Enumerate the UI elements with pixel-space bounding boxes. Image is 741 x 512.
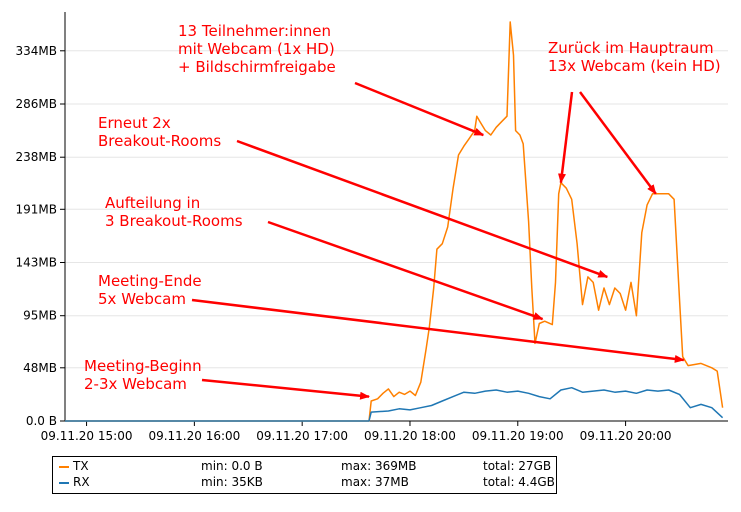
x-tick-label: 09.11.20 19:00 [472, 429, 564, 443]
y-tick-label: 0.0 B [26, 414, 57, 428]
legend-rx-min: min: 35KB [201, 475, 263, 489]
y-tick-label: 191MB [16, 202, 58, 216]
annotation-arrow [558, 91, 574, 184]
legend-rx-max: max: 37MB [341, 475, 409, 489]
y-tick-label: 286MB [16, 97, 58, 111]
annotation-arrow [354, 81, 485, 137]
annotation-text: 5x Webcam [98, 290, 186, 308]
annotation-text: 13x Webcam (kein HD) [548, 57, 721, 75]
series-line-rx [65, 386, 724, 422]
legend-rx-name: RX [73, 475, 90, 489]
x-tick-label: 09.11.20 18:00 [364, 429, 456, 443]
annotation-arrow [201, 378, 371, 400]
legend-rx-total: total: 4.4GB [483, 475, 555, 489]
annotation-text: + Bildschirmfreigabe [178, 58, 336, 76]
annotation-text: 2-3x Webcam [84, 375, 187, 393]
y-tick-label: 48MB [23, 361, 57, 375]
series-line-tx [65, 21, 724, 422]
legend: TX min: 0.0 B max: 369MB total: 27GB RX … [52, 456, 557, 494]
x-tick-label: 09.11.20 15:00 [41, 429, 133, 443]
annotation-arrow [191, 298, 685, 363]
annotation-text: Aufteilung in [105, 194, 200, 212]
y-gridlines [65, 50, 728, 369]
annotation-text: Meeting-Ende [98, 272, 202, 290]
annotation-arrow [578, 91, 657, 195]
legend-tx-total: total: 27GB [483, 459, 552, 473]
annotation-arrow [267, 220, 544, 321]
legend-row-rx: RX min: 35KB max: 37MB total: 4.4GB [53, 475, 556, 491]
rx-swatch [59, 481, 69, 484]
legend-row-tx: TX min: 0.0 B max: 369MB total: 27GB [53, 459, 556, 475]
series-lines [65, 21, 724, 422]
y-tick-label: 143MB [16, 255, 58, 269]
annotation-text: Erneut 2x [98, 114, 171, 132]
annotation: Aufteilung in3 Breakout-Rooms [105, 194, 544, 321]
annotation-text: Breakout-Rooms [98, 132, 221, 150]
x-tick-label: 09.11.20 16:00 [148, 429, 240, 443]
annotation-text: 3 Breakout-Rooms [105, 212, 243, 230]
annotation-arrow [236, 139, 609, 279]
y-tick-label: 334MB [16, 44, 58, 58]
x-tick-label: 09.11.20 20:00 [580, 429, 672, 443]
y-tick-label: 95MB [23, 309, 57, 323]
legend-tx-min: min: 0.0 B [201, 459, 263, 473]
y-tick-labels: 0.0 B 48MB 95MB 143MB 191MB 238MB 286MB 334MB [16, 44, 58, 428]
annotation-text: Meeting-Beginn [84, 357, 202, 375]
x-tick-label: 09.11.20 17:00 [256, 429, 348, 443]
annotation-text: Zurück im Hauptraum [548, 39, 714, 57]
annotation-text: mit Webcam (1x HD) [178, 40, 335, 58]
y-tick-label: 238MB [16, 150, 58, 164]
tx-swatch [59, 465, 69, 468]
x-tick-labels: 09.11.20 15:00 09.11.20 16:00 09.11.20 17:… [41, 429, 672, 443]
annotation-text: 13 Teilnehmer:innen [178, 22, 331, 40]
legend-tx-max: max: 369MB [341, 459, 417, 473]
legend-tx-name: TX [73, 459, 89, 473]
